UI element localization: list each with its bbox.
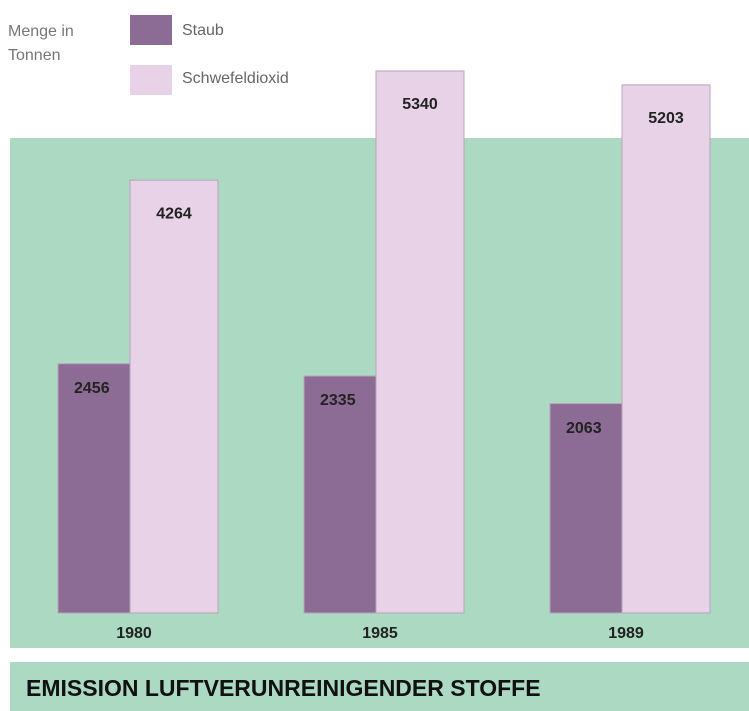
legend-label: Schwefeldioxid: [182, 70, 289, 87]
bar: [57, 363, 131, 614]
legend-label: Staub: [182, 22, 224, 39]
chart-title: EMISSION LUFTVERUNREINIGENDER STOFFE: [26, 675, 541, 701]
value-label: 2063: [566, 420, 602, 437]
legend-swatch: [130, 65, 172, 95]
y-axis-label: Menge in Tonnen: [8, 23, 74, 64]
bar: [621, 84, 711, 614]
bar: [549, 403, 623, 614]
bar: [375, 70, 465, 614]
value-label: 4264: [156, 205, 192, 222]
bar: [129, 179, 219, 614]
x-tick-label: 1989: [608, 625, 644, 642]
value-label: 5203: [648, 110, 684, 127]
bar: [303, 375, 377, 614]
title-band: [10, 662, 749, 711]
x-tick-label: 1980: [116, 625, 152, 642]
value-label: 2335: [320, 392, 356, 409]
value-label: 2456: [74, 380, 110, 397]
legend-swatch: [130, 15, 172, 45]
value-label: 5340: [402, 96, 438, 113]
x-tick-label: 1985: [362, 625, 398, 642]
